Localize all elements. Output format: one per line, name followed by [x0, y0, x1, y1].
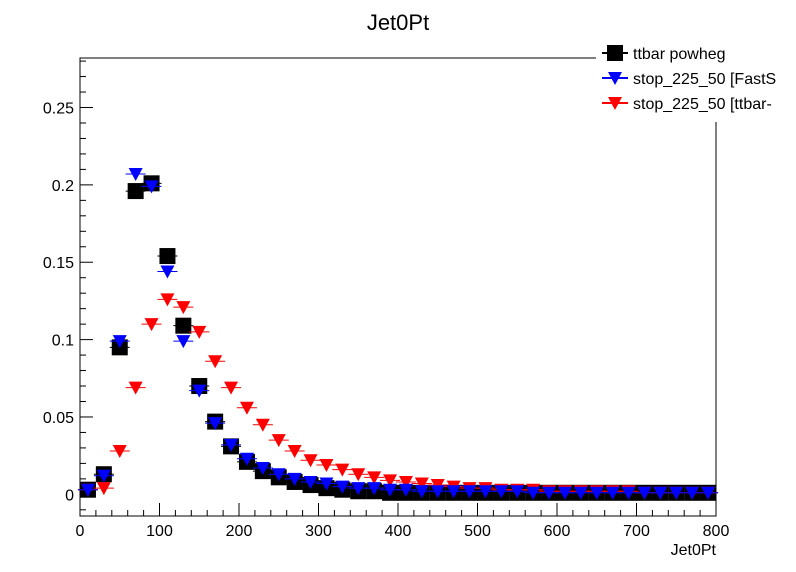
x-tick-label: 0 [76, 523, 85, 540]
triangle-marker [160, 293, 175, 307]
triangle-marker [398, 483, 413, 497]
triangle-marker [367, 471, 382, 485]
triangle-marker [701, 486, 716, 500]
triangle-marker [335, 480, 350, 494]
triangle-marker [605, 486, 620, 500]
triangle-marker [383, 474, 398, 488]
triangle-marker [319, 458, 334, 472]
triangle-marker [462, 485, 477, 499]
legend-marker [608, 72, 622, 85]
triangle-marker [446, 485, 461, 499]
triangle-marker [335, 463, 350, 477]
triangle-marker [287, 472, 302, 486]
triangle-marker [589, 486, 604, 500]
square-marker [127, 183, 144, 200]
x-tick-label: 200 [226, 523, 253, 540]
legend-box [596, 38, 796, 122]
y-tick-label: 0.2 [52, 178, 74, 195]
x-axis-label: Jet0Pt [671, 542, 717, 559]
triangle-marker [271, 468, 286, 482]
y-tick-label: 0.1 [52, 333, 74, 350]
triangle-marker [239, 452, 254, 466]
triangle-marker [287, 445, 302, 459]
triangle-marker [303, 475, 318, 489]
triangle-marker [526, 486, 541, 500]
triangle-marker [224, 381, 239, 395]
triangle-marker [208, 355, 223, 369]
triangle-marker [685, 486, 700, 500]
square-marker [159, 248, 176, 265]
triangle-marker [367, 482, 382, 496]
triangle-marker [430, 485, 445, 499]
triangle-marker [414, 485, 429, 499]
legend-label: stop_225_50 [ttbar- [633, 96, 772, 113]
plot-frame [79, 57, 717, 517]
triangle-marker [176, 335, 191, 349]
legend-marker [607, 45, 623, 61]
series-group [77, 175, 719, 501]
x-tick-label: 600 [544, 523, 571, 540]
triangle-marker [303, 454, 318, 468]
triangle-marker [128, 168, 143, 182]
triangle-marker [192, 384, 207, 398]
triangle-marker [351, 482, 366, 496]
x-tick-label: 700 [623, 523, 650, 540]
triangle-marker [494, 485, 509, 499]
chart-title: Jet0Pt [367, 10, 429, 35]
x-tick-label: 400 [385, 523, 412, 540]
y-tick-label: 0.25 [43, 101, 74, 118]
triangle-marker [621, 486, 636, 500]
triangle-marker [112, 445, 127, 459]
x-tick-label: 500 [464, 523, 491, 540]
square-marker [175, 317, 192, 334]
triangle-marker [224, 438, 239, 452]
triangle-marker [255, 418, 270, 432]
triangle-marker [96, 482, 111, 496]
triangle-marker [557, 486, 572, 500]
legend-label: ttbar powheg [633, 46, 726, 63]
triangle-marker [669, 486, 684, 500]
triangle-marker [542, 486, 557, 500]
triangle-marker [398, 475, 413, 489]
triangle-marker [192, 325, 207, 339]
triangle-marker [653, 486, 668, 500]
triangle-marker [208, 417, 223, 431]
triangle-marker [573, 486, 588, 500]
triangle-marker [96, 469, 111, 483]
triangle-marker [144, 180, 159, 194]
triangle-marker [383, 483, 398, 497]
triangle-marker [255, 462, 270, 476]
series-group [77, 168, 719, 500]
triangle-marker [80, 483, 95, 497]
y-tick-label: 0 [65, 487, 74, 504]
y-tick-label: 0.15 [43, 255, 74, 272]
triangle-marker [160, 265, 175, 279]
axes: 0 100 200 300 400 500 600 700 800 0 0.05 0.1 0.15 0.2… [43, 60, 730, 540]
y-tick-label: 0.05 [43, 410, 74, 427]
series-group [77, 293, 719, 500]
triangle-marker [112, 335, 127, 349]
data-points [77, 168, 719, 501]
triangle-marker [271, 434, 286, 448]
x-tick-label: 100 [146, 523, 173, 540]
triangle-marker [510, 485, 525, 499]
triangle-marker [351, 468, 366, 482]
triangle-marker [478, 485, 493, 499]
triangle-marker [144, 318, 159, 332]
triangle-marker [637, 486, 652, 500]
triangle-marker [128, 381, 143, 395]
triangle-marker [176, 301, 191, 315]
triangle-marker [414, 477, 429, 491]
x-tick-label: 800 [703, 523, 730, 540]
triangle-marker [239, 401, 254, 415]
legend: ttbar powheg stop_225_50 [FastS stop_225_5… [596, 38, 796, 122]
x-tick-label: 300 [305, 523, 332, 540]
legend-marker [608, 97, 622, 110]
legend-label: stop_225_50 [FastS [633, 71, 776, 88]
triangle-marker [319, 477, 334, 491]
